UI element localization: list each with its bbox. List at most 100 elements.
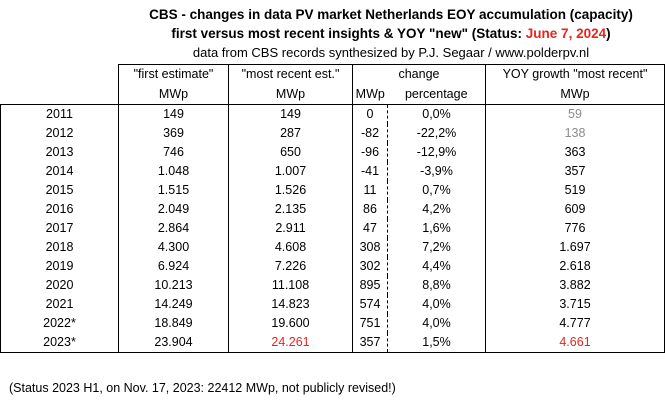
change-mwp-cell: 895 <box>359 278 381 292</box>
table-row: 2011 149 149 0 0,0% 59 <box>0 104 665 124</box>
most-recent-cell: 11.108 <box>228 276 353 295</box>
most-recent-cell: 7.226 <box>228 257 353 276</box>
change-pct-cell: -12,9% <box>387 143 486 162</box>
pv-market-table: "first estimate" "most recent est." chan… <box>0 64 665 353</box>
year-cell: 2013 <box>0 143 119 162</box>
change-pct-cell: 7,2% <box>387 238 486 257</box>
first-estimate-cell: 1.048 <box>118 162 229 181</box>
yoy-cell: 363 <box>485 143 665 162</box>
first-estimate-cell: 14.249 <box>118 295 229 314</box>
most-recent-cell: 14.823 <box>228 295 353 314</box>
first-estimate-cell: 4.300 <box>118 238 229 257</box>
first-estimate-cell: 2.049 <box>118 200 229 219</box>
table-row: 2021 14.249 14.823 574 4,0% 3.715 <box>0 295 665 314</box>
table-row: 2014 1.048 1.007 -41 -3,9% 357 <box>0 162 665 181</box>
year-cell: 2018 <box>0 238 119 257</box>
year-cell: 2012 <box>0 124 119 143</box>
change-pct-cell: 1,6% <box>387 219 486 238</box>
change-mwp-cell: 574 <box>359 297 381 311</box>
title-line-2-suffix: ) <box>606 26 611 41</box>
most-recent-cell: 287 <box>228 124 353 143</box>
first-estimate-cell: 23.904 <box>118 333 229 353</box>
yoy-cell: 4.777 <box>485 314 665 333</box>
change-pct-cell: 0,0% <box>387 104 486 124</box>
year-cell: 2015 <box>0 181 119 200</box>
most-recent-cell: 149 <box>228 104 353 124</box>
year-cell: 2011 <box>0 104 119 124</box>
unit-change-pct: percentage <box>387 84 486 105</box>
title-block: CBS - changes in data PV market Netherla… <box>118 6 664 62</box>
first-estimate-cell: 6.924 <box>118 257 229 276</box>
title-line-3: data from CBS records synthesized by P.J… <box>192 45 590 60</box>
header-year-blank-2 <box>0 84 119 105</box>
change-mwp-cell: 11 <box>363 183 377 197</box>
yoy-cell: 59 <box>485 104 665 124</box>
change-pct-cell: -22,2% <box>387 124 486 143</box>
change-pct-cell: 4,2% <box>387 200 486 219</box>
first-estimate-cell: 18.849 <box>118 314 229 333</box>
header-change: change <box>352 64 486 85</box>
yoy-cell: 3.882 <box>485 276 665 295</box>
change-pct-cell: -3,9% <box>387 162 486 181</box>
table-row: 2020 10.213 11.108 895 8,8% 3.882 <box>0 276 665 295</box>
most-recent-cell: 4.608 <box>228 238 353 257</box>
most-recent-cell: 2.135 <box>228 200 353 219</box>
unit-change-mwp: MWp <box>352 84 388 105</box>
year-cell: 2016 <box>0 200 119 219</box>
header-first-estimate: "first estimate" <box>118 64 229 85</box>
most-recent-cell: 19.600 <box>228 314 353 333</box>
change-mwp-cell: 751 <box>359 316 381 330</box>
first-estimate-cell: 149 <box>118 104 229 124</box>
header-row-1: "first estimate" "most recent est." chan… <box>1 64 665 85</box>
yoy-cell: 1.697 <box>485 238 665 257</box>
most-recent-cell: 24.261 <box>228 333 353 353</box>
yoy-cell: 776 <box>485 219 665 238</box>
table-row: 2017 2.864 2.911 47 1,6% 776 <box>0 219 665 238</box>
change-pct-cell: 4,4% <box>387 257 486 276</box>
change-mwp-cell: -41 <box>360 164 380 178</box>
most-recent-cell: 1.526 <box>228 181 353 200</box>
change-pct-cell: 8,8% <box>387 276 486 295</box>
table-row: 2023* 23.904 24.261 357 1,5% 4.661 <box>0 333 665 353</box>
first-estimate-cell: 369 <box>118 124 229 143</box>
table-row: 2012 369 287 -82 -22,2% 138 <box>0 124 665 143</box>
table-row: 2013 746 650 -96 -12,9% 363 <box>0 143 665 162</box>
title-line-2: first versus most recent insights & YOY … <box>118 24 664 43</box>
year-cell: 2014 <box>0 162 119 181</box>
table-row: 2015 1.515 1.526 11 0,7% 519 <box>0 181 665 200</box>
first-estimate-cell: 1.515 <box>118 181 229 200</box>
change-mwp-cell: 47 <box>363 221 377 235</box>
first-estimate-cell: 10.213 <box>118 276 229 295</box>
change-pct-cell: 4,0% <box>387 314 486 333</box>
unit-yoy: MWp <box>485 84 665 105</box>
first-estimate-cell: 2.864 <box>118 219 229 238</box>
unit-first: MWp <box>118 84 229 105</box>
year-cell: 2022* <box>0 314 119 333</box>
change-pct-cell: 1,5% <box>387 333 486 353</box>
table-row: 2018 4.300 4.608 308 7,2% 1.697 <box>0 238 665 257</box>
change-pct-cell: 4,0% <box>387 295 486 314</box>
title-line-2-prefix: first versus most recent insights & YOY … <box>171 26 526 41</box>
header-yoy: YOY growth "most recent" <box>485 64 665 85</box>
most-recent-cell: 1.007 <box>228 162 353 181</box>
change-mwp-cell: 357 <box>352 333 388 353</box>
year-cell: 2020 <box>0 276 119 295</box>
change-mwp-cell: 308 <box>359 240 381 254</box>
table-row: 2019 6.924 7.226 302 4,4% 2.618 <box>0 257 665 276</box>
footnote: (Status 2023 H1, on Nov. 17, 2023: 22412… <box>9 381 396 395</box>
header-most-recent: "most recent est." <box>228 64 353 85</box>
status-date: June 7, 2024 <box>525 26 607 41</box>
change-pct-cell: 0,7% <box>387 181 486 200</box>
most-recent-cell: 2.911 <box>228 219 353 238</box>
year-cell: 2023* <box>0 333 119 353</box>
title-line-1: CBS - changes in data PV market Netherla… <box>149 7 633 22</box>
yoy-cell: 2.618 <box>485 257 665 276</box>
change-mwp-cell: 302 <box>359 259 381 273</box>
change-mwp-cell: 86 <box>363 202 377 216</box>
change-mwp-cell: -82 <box>360 126 380 140</box>
change-mwp-cell: 0 <box>366 107 374 121</box>
change-mwp-cell: -96 <box>360 145 380 159</box>
most-recent-cell: 650 <box>228 143 353 162</box>
year-cell: 2017 <box>0 219 119 238</box>
table-row: 2016 2.049 2.135 86 4,2% 609 <box>0 200 665 219</box>
